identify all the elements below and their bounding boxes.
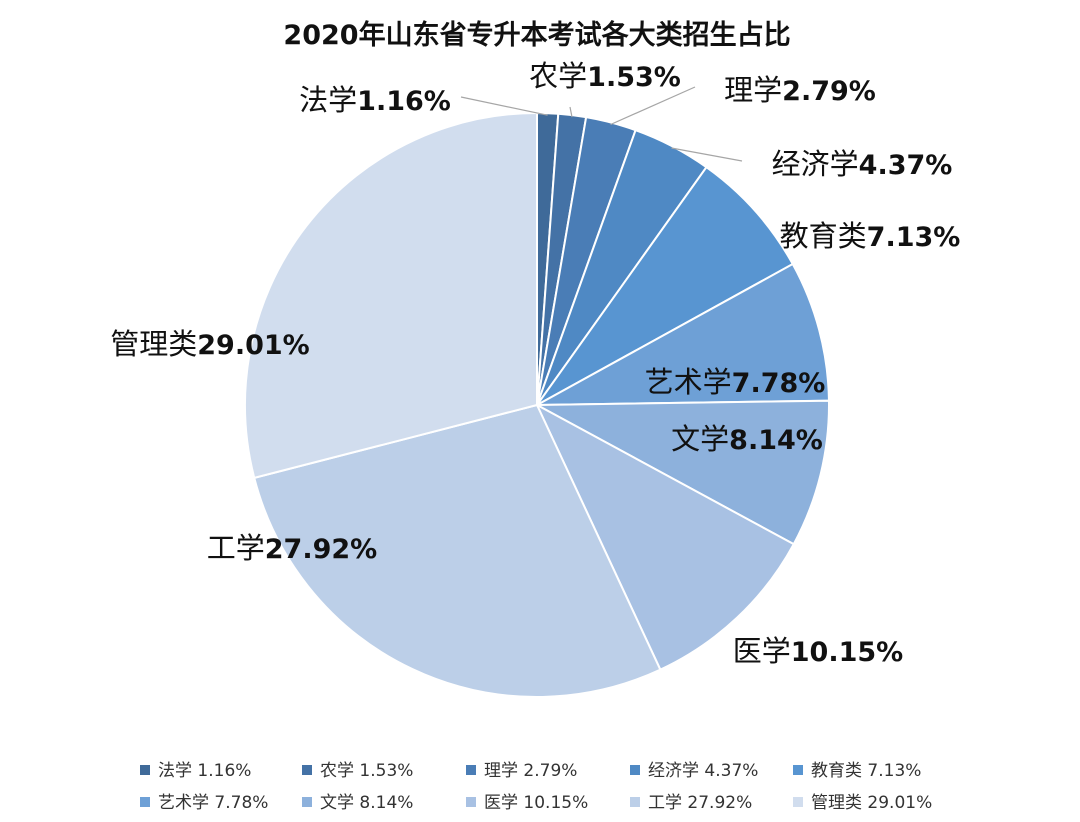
legend-item-8: 工学 27.92% bbox=[630, 793, 752, 813]
data-label-name: 工学 bbox=[207, 531, 265, 565]
legend-label: 法学 1.16% bbox=[158, 761, 251, 781]
data-label-4: 教育类7.13% bbox=[780, 219, 961, 253]
legend-label: 工学 27.92% bbox=[648, 793, 752, 813]
data-label-7: 医学10.15% bbox=[733, 634, 903, 668]
data-label-value: 4.37% bbox=[859, 150, 953, 181]
pie-slice-6 bbox=[533, 399, 830, 546]
legend-label: 理学 2.79% bbox=[484, 761, 577, 781]
data-label-name: 经济学 bbox=[772, 147, 859, 181]
legend-swatch bbox=[466, 765, 476, 775]
leader-line-0 bbox=[460, 96, 548, 116]
data-label-value: 10.15% bbox=[791, 637, 903, 668]
data-label-value: 1.53% bbox=[587, 62, 681, 93]
data-label-value: 7.78% bbox=[732, 368, 826, 399]
legend-item-9: 管理类 29.01% bbox=[793, 793, 932, 813]
data-label-name: 管理类 bbox=[110, 327, 197, 361]
data-label-value: 8.14% bbox=[729, 425, 823, 456]
data-label-1: 农学1.53% bbox=[529, 59, 681, 93]
leader-lines bbox=[460, 86, 743, 162]
legend-swatch bbox=[140, 797, 150, 807]
legend-swatch bbox=[793, 797, 803, 807]
data-label-name: 农学 bbox=[529, 59, 587, 93]
legend: 法学 1.16% 农学 1.53% 理学 2.79% 经济学 4.37% 教育类 7.1… bbox=[140, 761, 932, 813]
data-label-3: 经济学4.37% bbox=[772, 147, 953, 181]
pie-slice-4 bbox=[536, 165, 795, 406]
legend-item-5: 艺术学 7.78% bbox=[140, 793, 268, 813]
legend-item-4: 教育类 7.13% bbox=[793, 761, 921, 781]
data-label-value: 29.01% bbox=[197, 330, 309, 361]
legend-label: 教育类 7.13% bbox=[811, 761, 921, 781]
data-label-name: 文学 bbox=[671, 422, 729, 456]
data-label-5: 艺术学7.78% bbox=[645, 365, 826, 399]
leader-line-3 bbox=[671, 147, 743, 162]
pie-slice-7 bbox=[534, 402, 796, 671]
data-label-name: 教育类 bbox=[780, 219, 867, 253]
legend-item-1: 农学 1.53% bbox=[302, 761, 413, 781]
legend-swatch bbox=[630, 765, 640, 775]
legend-swatch bbox=[140, 765, 150, 775]
legend-item-0: 法学 1.16% bbox=[140, 761, 251, 781]
legend-item-3: 经济学 4.37% bbox=[630, 761, 758, 781]
legend-label: 医学 10.15% bbox=[484, 793, 588, 813]
chart-title: 2020年山东省专升本考试各大类招生占比 bbox=[283, 19, 790, 51]
legend-swatch bbox=[466, 797, 476, 807]
data-label-6: 文学8.14% bbox=[671, 422, 823, 456]
legend-swatch bbox=[793, 765, 803, 775]
data-label-value: 2.79% bbox=[782, 76, 876, 107]
pie-slice-8 bbox=[253, 403, 662, 698]
legend-item-7: 医学 10.15% bbox=[466, 793, 588, 813]
legend-label: 艺术学 7.78% bbox=[158, 793, 268, 813]
legend-label: 经济学 4.37% bbox=[648, 761, 758, 781]
legend-label: 管理类 29.01% bbox=[811, 793, 932, 813]
pie-slice-9 bbox=[244, 111, 538, 480]
data-labels: 法学1.16% 农学1.53% 理学2.79% 经济学4.37% 教育类7.13% 艺术学… bbox=[110, 59, 960, 668]
data-label-name: 理学 bbox=[724, 73, 782, 107]
legend-label: 农学 1.53% bbox=[320, 761, 413, 781]
legend-swatch bbox=[630, 797, 640, 807]
data-label-0: 法学1.16% bbox=[299, 83, 451, 117]
data-label-2: 理学2.79% bbox=[724, 73, 876, 107]
pie-slices bbox=[244, 111, 830, 698]
legend-item-6: 文学 8.14% bbox=[302, 793, 413, 813]
legend-swatch bbox=[302, 765, 312, 775]
data-label-value: 1.16% bbox=[357, 86, 451, 117]
data-label-9: 管理类29.01% bbox=[110, 327, 309, 361]
data-label-name: 医学 bbox=[733, 634, 791, 668]
data-label-value: 7.13% bbox=[867, 222, 961, 253]
leader-line-1 bbox=[569, 106, 573, 118]
data-label-value: 27.92% bbox=[265, 534, 377, 565]
legend-swatch bbox=[302, 797, 312, 807]
data-label-name: 艺术学 bbox=[645, 365, 732, 399]
data-label-8: 工学27.92% bbox=[207, 531, 377, 565]
data-label-name: 法学 bbox=[299, 83, 357, 117]
legend-label: 文学 8.14% bbox=[320, 793, 413, 813]
pie-slice-5 bbox=[536, 262, 830, 406]
legend-item-2: 理学 2.79% bbox=[466, 761, 577, 781]
leader-line-2 bbox=[610, 86, 696, 126]
